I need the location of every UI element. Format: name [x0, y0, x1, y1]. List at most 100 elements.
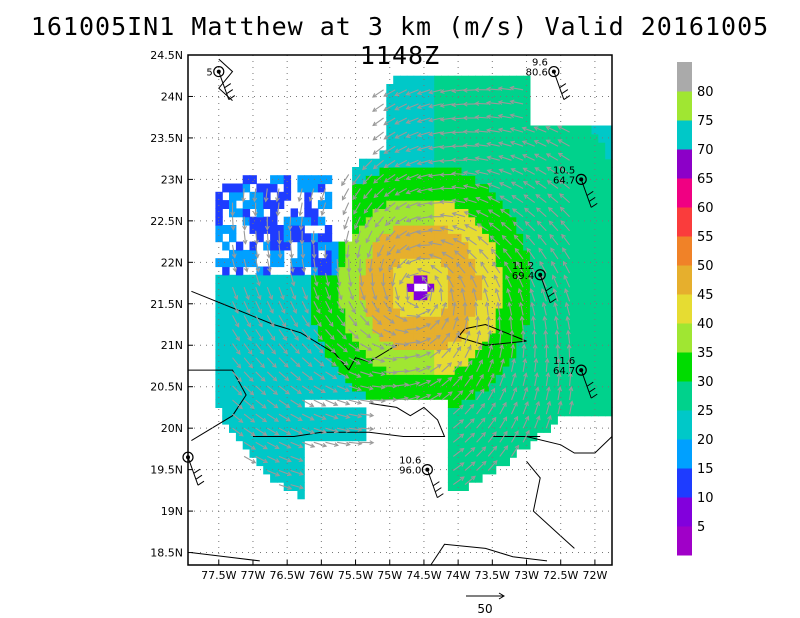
wind-vector [427, 214, 442, 220]
wind-vector [545, 372, 551, 386]
field-cell [577, 208, 586, 218]
wind-vector [406, 381, 421, 387]
field-cell [324, 283, 333, 292]
wind-vector [255, 343, 265, 355]
station-marker: 10.564.7 [553, 165, 598, 208]
field-cell [400, 357, 408, 367]
field-cell [324, 266, 333, 276]
wind-vector [418, 365, 432, 373]
field-cell [475, 366, 483, 375]
wind-vector [301, 427, 316, 435]
wind-vector [359, 287, 366, 301]
field-cell [461, 92, 469, 102]
field-cell [482, 357, 490, 367]
field-cell [393, 258, 401, 268]
field-cell [461, 332, 469, 342]
wind-vector [263, 188, 269, 203]
field-cell [536, 366, 545, 375]
field-cell [386, 258, 394, 268]
field-cell [605, 249, 613, 259]
wind-vector [452, 316, 459, 330]
field-cell [461, 407, 469, 417]
field-cell [393, 100, 401, 110]
wind-vector [374, 202, 385, 213]
wind-vector [394, 202, 408, 210]
field-cell [345, 291, 353, 301]
field-cell [488, 299, 497, 309]
field-cell [571, 258, 579, 268]
wind-vector [278, 413, 291, 422]
wind-vector [555, 343, 561, 358]
field-cell [359, 274, 367, 284]
field-cell [393, 75, 401, 85]
field-cell [509, 415, 517, 425]
field-cell [502, 191, 510, 201]
field-cell [400, 142, 408, 151]
field-cell [577, 324, 586, 334]
field-cell [502, 167, 510, 176]
field-cell [420, 357, 428, 367]
field-cell [379, 307, 387, 317]
wind-vector [533, 357, 539, 372]
field-cell [379, 374, 387, 384]
wind-vector [521, 343, 527, 358]
field-cell [338, 249, 346, 259]
wind-vector [522, 372, 528, 387]
wind-vector [406, 300, 420, 309]
field-cell [400, 266, 408, 276]
field-cell [263, 291, 271, 301]
field-cell [468, 299, 476, 309]
field-cell [235, 424, 244, 433]
field-cell [372, 316, 380, 326]
field-cell [447, 75, 456, 85]
field-cell [482, 407, 490, 417]
field-cell [523, 324, 531, 334]
field-cell [523, 249, 531, 259]
field-cell [331, 316, 339, 326]
field-cell [386, 150, 394, 160]
field-cell [468, 432, 476, 442]
field-cell [427, 191, 435, 201]
field-cell [598, 274, 606, 284]
field-cell [400, 92, 408, 102]
field-cell [509, 274, 517, 284]
field-cell [529, 291, 538, 301]
wind-vector [559, 206, 570, 218]
field-cell [359, 415, 367, 425]
coastline [430, 543, 548, 566]
wind-vector [485, 86, 500, 92]
wind-vector [405, 173, 419, 181]
wind-vector [534, 180, 547, 189]
wind-vector [452, 375, 463, 387]
field-cell [386, 357, 394, 367]
wind-vector [406, 313, 421, 319]
wind-vector [265, 230, 271, 245]
wind-barb [580, 179, 598, 208]
field-cell [482, 158, 490, 168]
y-tick-label: 19N [161, 505, 183, 518]
field-cell [605, 283, 613, 292]
wind-vector [562, 247, 571, 260]
wind-vector [380, 273, 386, 288]
field-cell [256, 415, 264, 425]
field-cell [413, 390, 422, 400]
wind-vector [451, 225, 466, 232]
wind-vector [487, 358, 494, 372]
field-cell [482, 75, 490, 85]
field-cell [441, 117, 449, 127]
field-cell [413, 167, 422, 176]
field-cell [283, 357, 292, 367]
field-cell [427, 108, 435, 118]
field-cell [598, 225, 606, 234]
field-cell [447, 117, 456, 127]
field-cell [434, 117, 442, 127]
field-cell [447, 357, 456, 367]
field-cell [488, 424, 497, 433]
field-cell [420, 75, 428, 85]
wind-vector [418, 323, 432, 330]
field-cell [468, 92, 476, 102]
field-cell [400, 349, 408, 359]
field-cell [352, 366, 360, 375]
field-cell [352, 216, 360, 226]
field-cell [564, 258, 572, 268]
